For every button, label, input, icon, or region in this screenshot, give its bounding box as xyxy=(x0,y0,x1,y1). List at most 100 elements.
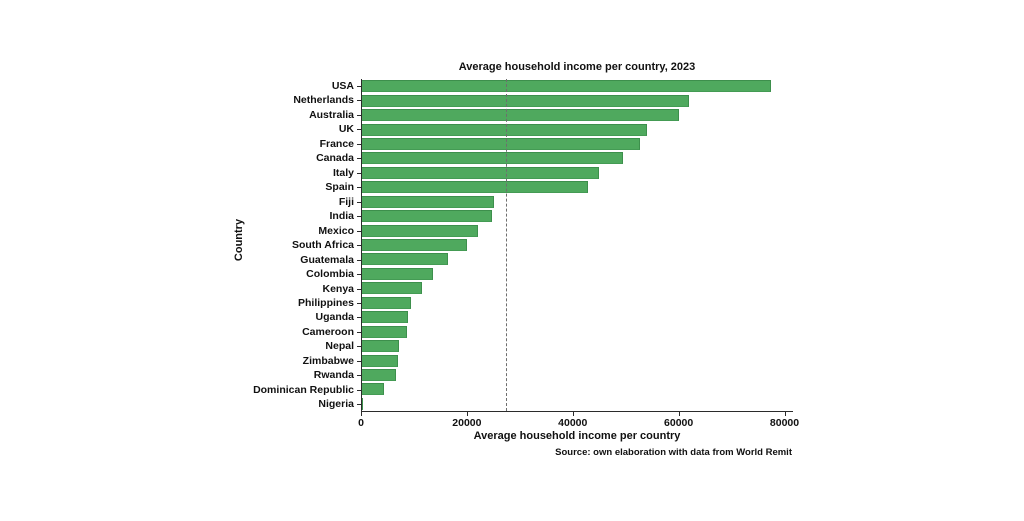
y-tick-label-nigeria: Nigeria xyxy=(318,398,354,411)
y-tick-label-usa: USA xyxy=(331,79,354,92)
y-tick-mark xyxy=(357,331,361,333)
bar-row-italy xyxy=(362,166,793,180)
y-tick-label-colombia: Colombia xyxy=(306,268,354,281)
y-tick-mark xyxy=(357,245,361,247)
mean-reference-line xyxy=(505,79,507,411)
bar-row-cameroon xyxy=(362,324,793,338)
x-axis-label: Average household income per country xyxy=(473,430,681,442)
bar-row-rwanda xyxy=(362,368,793,382)
bar-nigeria xyxy=(362,397,364,410)
y-tick-row-nigeria: Nigeria xyxy=(0,398,361,412)
chart-title: Average household income per country, 20… xyxy=(458,61,696,73)
y-tick-row-mexico: Mexico xyxy=(0,224,361,238)
bar-uk xyxy=(362,123,648,136)
y-tick-mark xyxy=(357,375,361,377)
y-tick-label-uganda: Uganda xyxy=(315,311,354,324)
y-tick-row-italy: Italy xyxy=(0,166,361,180)
bar-guatemala xyxy=(362,253,448,266)
y-tick-label-nepal: Nepal xyxy=(325,340,354,353)
x-tick-label-0: 0 xyxy=(358,417,364,429)
bar-australia xyxy=(362,109,679,122)
bar-india xyxy=(362,210,493,223)
y-tick-mark xyxy=(357,216,361,218)
y-tick-row-rwanda: Rwanda xyxy=(0,369,361,383)
bar-nepal xyxy=(362,340,399,353)
x-tick-label-60000: 60000 xyxy=(664,417,694,429)
bar-row-dominican-republic xyxy=(362,382,793,396)
plot-area xyxy=(361,79,793,412)
bar-row-nepal xyxy=(362,339,793,353)
bar-fiji xyxy=(362,195,494,208)
y-tick-row-zimbabwe: Zimbabwe xyxy=(0,354,361,368)
y-tick-mark xyxy=(357,187,361,189)
y-tick-mark xyxy=(357,303,361,304)
bar-dominican-republic xyxy=(362,383,385,396)
x-tick-mark xyxy=(678,412,680,416)
y-tick-label-australia: Australia xyxy=(309,108,354,121)
bar-row-zimbabwe xyxy=(362,353,793,367)
y-tick-label-uk: UK xyxy=(338,123,354,136)
y-tick-mark xyxy=(357,114,361,116)
y-tick-mark xyxy=(357,201,361,203)
bar-row-kenya xyxy=(362,281,793,295)
bar-canada xyxy=(362,152,623,165)
bar-kenya xyxy=(362,282,423,295)
y-tick-mark xyxy=(357,143,361,145)
x-tick-mark xyxy=(361,412,362,416)
y-axis-labels: USA Netherlands Australia UK France Canada Ita… xyxy=(0,79,361,412)
y-tick-mark xyxy=(357,317,361,319)
x-tick-label-20000: 20000 xyxy=(452,417,482,429)
bar-mexico xyxy=(362,224,478,237)
y-tick-mark xyxy=(357,129,361,131)
bar-south-africa xyxy=(362,239,467,252)
bar-row-spain xyxy=(362,180,793,194)
y-tick-mark xyxy=(357,259,361,261)
y-tick-label-mexico: Mexico xyxy=(318,224,354,237)
bar-row-nigeria xyxy=(362,397,793,411)
y-tick-label-zimbabwe: Zimbabwe xyxy=(302,354,354,367)
bar-row-philippines xyxy=(362,296,793,310)
y-tick-mark xyxy=(357,288,361,290)
y-tick-mark xyxy=(357,230,361,232)
y-tick-mark xyxy=(357,389,361,391)
y-tick-row-nepal: Nepal xyxy=(0,340,361,354)
y-tick-label-guatemala: Guatemala xyxy=(300,253,354,266)
bar-usa xyxy=(362,80,772,93)
bar-row-usa xyxy=(362,79,793,93)
bar-colombia xyxy=(362,267,433,280)
y-tick-label-netherlands: Netherlands xyxy=(293,94,354,107)
y-tick-row-cameroon: Cameroon xyxy=(0,325,361,339)
x-tick-mark xyxy=(466,412,468,416)
bar-row-uganda xyxy=(362,310,793,324)
y-tick-label-canada: Canada xyxy=(316,152,354,165)
bar-row-india xyxy=(362,209,793,223)
y-tick-row-fiji: Fiji xyxy=(0,195,361,209)
y-tick-row-spain: Spain xyxy=(0,180,361,194)
bar-row-colombia xyxy=(362,267,793,281)
bar-rwanda xyxy=(362,368,397,381)
y-tick-row-france: France xyxy=(0,137,361,151)
bar-philippines xyxy=(362,296,411,309)
bar-row-mexico xyxy=(362,223,793,237)
y-tick-label-fiji: Fiji xyxy=(338,195,354,208)
bar-row-australia xyxy=(362,108,793,122)
y-tick-mark xyxy=(357,100,361,102)
y-tick-row-dominican-republic: Dominican Republic xyxy=(0,383,361,397)
y-tick-row-kenya: Kenya xyxy=(0,282,361,296)
y-tick-mark xyxy=(357,274,361,276)
y-tick-label-spain: Spain xyxy=(325,181,354,194)
y-tick-label-rwanda: Rwanda xyxy=(313,369,354,382)
bar-spain xyxy=(362,181,589,194)
bar-uganda xyxy=(362,311,409,324)
y-tick-label-italy: Italy xyxy=(332,166,354,179)
y-tick-mark xyxy=(357,85,361,87)
bar-cameroon xyxy=(362,325,408,338)
bar-row-netherlands xyxy=(362,93,793,107)
y-tick-row-canada: Canada xyxy=(0,151,361,165)
y-tick-row-south-africa: South Africa xyxy=(0,238,361,252)
y-tick-row-india: India xyxy=(0,209,361,223)
x-tick-label-80000: 80000 xyxy=(769,417,800,429)
source-note: Source: own elaboration with data from W… xyxy=(555,447,792,458)
y-tick-mark xyxy=(357,158,361,160)
